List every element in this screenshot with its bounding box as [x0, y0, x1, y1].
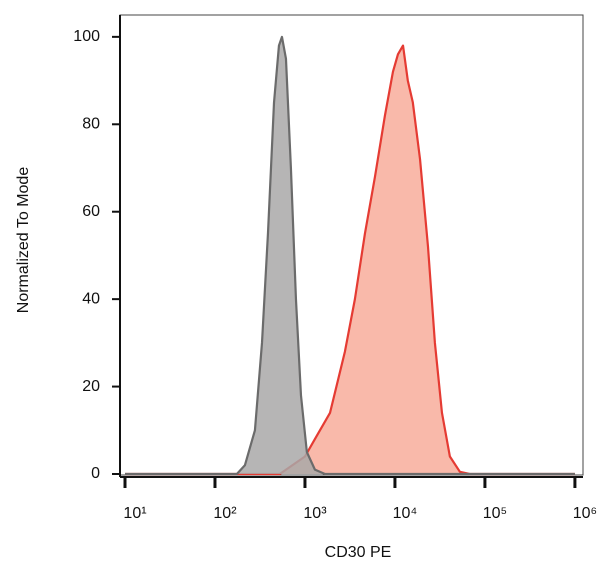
x-tick-label: 10²: [213, 505, 237, 522]
series-line: [125, 44, 575, 476]
y-tick-label: 0: [91, 465, 100, 482]
series-line: [125, 35, 575, 476]
y-tick-label: 100: [73, 28, 100, 45]
y-tick-label: 20: [82, 378, 100, 395]
x-tick-label: 10⁴: [393, 505, 418, 522]
y-tick-label: 40: [82, 290, 100, 307]
y-tick-label: 60: [82, 203, 100, 220]
y-axis-title: Normalized To Mode: [15, 167, 32, 314]
x-tick-label: 10⁵: [483, 505, 507, 522]
x-tick-label: 10³: [303, 505, 327, 522]
y-tick-label: 80: [82, 116, 100, 133]
plot-area: [125, 35, 575, 476]
series-area: [125, 45, 575, 474]
x-tick-label: 10⁶: [573, 505, 597, 522]
x-axis-title: CD30 PE: [325, 544, 392, 561]
x-tick-label: 10¹: [123, 505, 146, 522]
